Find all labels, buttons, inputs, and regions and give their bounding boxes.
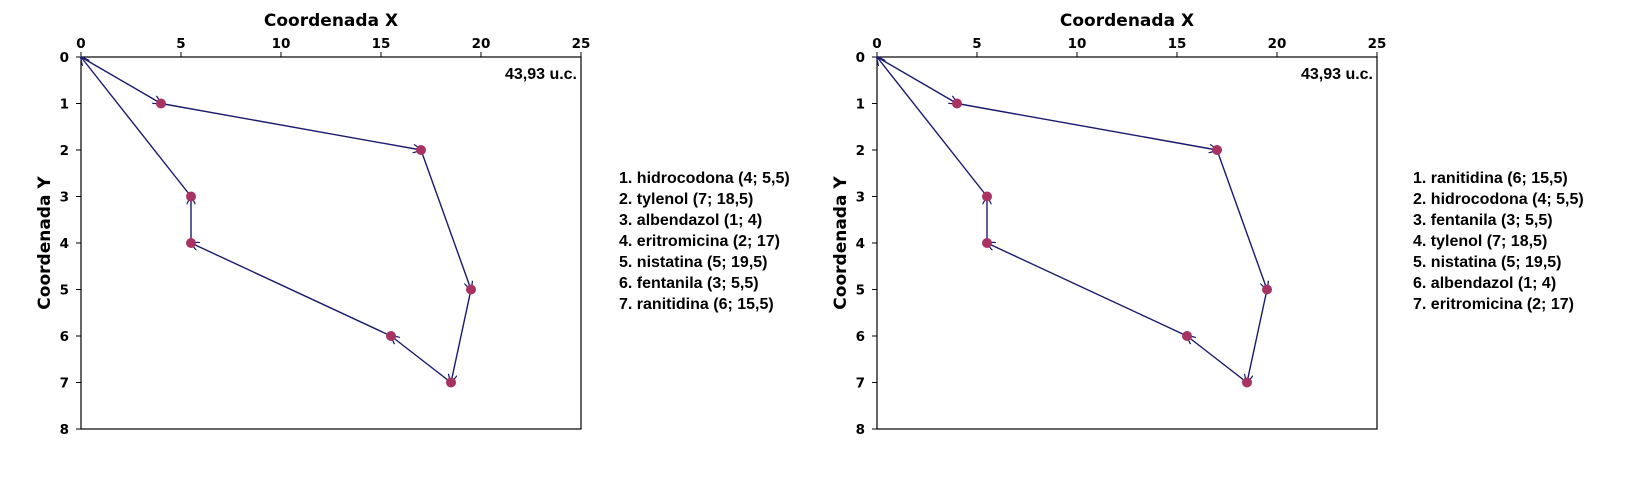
route-arrows xyxy=(877,57,1267,383)
route-segment xyxy=(451,289,472,383)
plot-frame xyxy=(876,56,1378,430)
y-ticks: 0 1 2 3 4 5 6 7 8 xyxy=(856,50,877,438)
x-ticks: 0 5 10 15 20 25 xyxy=(76,36,590,57)
x-axis-title: Coordenada X xyxy=(264,11,398,31)
route-segment xyxy=(876,56,957,104)
x-tick-label: 10 xyxy=(1068,36,1087,52)
route-point xyxy=(386,331,396,341)
legend-entry: 6. fentanila (3; 5,5) xyxy=(619,275,759,292)
route-segment xyxy=(1247,289,1268,383)
route-arrows xyxy=(81,57,471,383)
route-points xyxy=(952,98,1272,388)
x-tick-label: 25 xyxy=(1368,36,1387,52)
x-tick-label: 10 xyxy=(272,36,291,52)
route-segment xyxy=(391,336,452,384)
x-tick-label: 20 xyxy=(472,36,491,52)
route-segment xyxy=(160,102,421,151)
y-axis-title: Coordenada Y xyxy=(831,176,851,310)
y-tick-label: 8 xyxy=(856,422,865,438)
x-axis-title: Coordenada X xyxy=(1060,11,1194,31)
x-tick-label: 5 xyxy=(176,36,185,52)
route-segment xyxy=(1216,149,1267,290)
y-tick-label: 3 xyxy=(60,190,69,206)
route-point xyxy=(186,191,196,202)
legend-entry: 1. ranitidina (6; 15,5) xyxy=(1413,170,1568,187)
route-segment xyxy=(191,243,392,337)
route-segment xyxy=(81,57,192,197)
route-point xyxy=(466,284,476,295)
y-tick-label: 6 xyxy=(60,329,69,345)
route-point xyxy=(1262,284,1272,295)
legend-entry: 4. eritromicina (2; 17) xyxy=(619,233,780,250)
route-point xyxy=(982,238,992,248)
route-point xyxy=(952,98,962,109)
route-chart-2: Coordenada X Coordenada Y 43,93 u.c. 0 5 1… xyxy=(831,11,1386,438)
total-distance-label: 43,93 u.c. xyxy=(1301,66,1373,83)
y-tick-label: 0 xyxy=(60,50,69,66)
route-point xyxy=(1182,331,1192,341)
y-tick-label: 7 xyxy=(60,376,69,392)
legend-entry: 5. nistatina (5; 19,5) xyxy=(1413,254,1562,271)
x-tick-label: 5 xyxy=(972,36,981,52)
route-points xyxy=(156,98,476,388)
legend-chart-1: 1. hidrocodona (4; 5,5) 2. tylenol (7; 1… xyxy=(619,168,790,315)
y-tick-label: 4 xyxy=(856,236,865,252)
y-tick-label: 1 xyxy=(60,97,69,113)
x-tick-label: 20 xyxy=(1268,36,1287,52)
plot-frame xyxy=(80,56,582,430)
route-point xyxy=(982,191,992,202)
route-segment xyxy=(420,149,471,290)
y-tick-label: 8 xyxy=(60,422,69,438)
route-point xyxy=(446,377,456,388)
y-tick-label: 0 xyxy=(856,50,865,66)
route-segment xyxy=(956,102,1217,151)
legend-entry: 4. tylenol (7; 18,5) xyxy=(1413,233,1548,250)
x-tick-label: 15 xyxy=(1168,36,1187,52)
y-tick-label: 7 xyxy=(856,376,865,392)
route-segment xyxy=(1187,336,1248,384)
y-tick-label: 6 xyxy=(856,329,865,345)
legend-entry: 6. albendazol (1; 4) xyxy=(1413,275,1557,292)
y-tick-label: 3 xyxy=(856,190,865,206)
route-point xyxy=(416,145,426,155)
x-tick-label: 25 xyxy=(572,36,591,52)
x-tick-label: 0 xyxy=(872,36,881,52)
y-tick-label: 2 xyxy=(856,143,865,159)
y-tick-label: 2 xyxy=(60,143,69,159)
legend-entry: 7. eritromicina (2; 17) xyxy=(1413,296,1574,313)
route-segment xyxy=(987,243,1188,337)
route-point xyxy=(1212,145,1222,155)
y-axis-title: Coordenada Y xyxy=(35,176,55,310)
y-tick-label: 4 xyxy=(60,236,69,252)
y-ticks: 0 1 2 3 4 5 6 7 8 xyxy=(60,50,81,438)
route-segment xyxy=(877,57,988,197)
legend-entry: 2. tylenol (7; 18,5) xyxy=(619,191,754,208)
total-distance-label: 43,93 u.c. xyxy=(505,66,577,83)
y-tick-label: 5 xyxy=(856,283,865,299)
route-point xyxy=(186,238,196,248)
route-chart-1: Coordenada X Coordenada Y 43,93 u.c. 0 5 1… xyxy=(35,11,590,438)
legend-entry: 2. hidrocodona (4; 5,5) xyxy=(1413,191,1584,208)
legend-entry: 3. fentanila (3; 5,5) xyxy=(1413,212,1553,229)
legend-entry: 1. hidrocodona (4; 5,5) xyxy=(619,170,790,187)
legend-entry: 5. nistatina (5; 19,5) xyxy=(619,254,768,271)
x-ticks: 0 5 10 15 20 25 xyxy=(872,36,1386,57)
route-segment xyxy=(80,56,161,104)
legend-entry: 3. albendazol (1; 4) xyxy=(619,212,763,229)
legend-entry: 7. ranitidina (6; 15,5) xyxy=(619,296,774,313)
route-point xyxy=(156,98,166,109)
x-tick-label: 15 xyxy=(372,36,391,52)
y-tick-label: 5 xyxy=(60,283,69,299)
legend-chart-2: 1. ranitidina (6; 15,5) 2. hidrocodona (… xyxy=(1413,168,1584,315)
route-point xyxy=(1242,377,1252,388)
y-tick-label: 1 xyxy=(856,97,865,113)
x-tick-label: 0 xyxy=(76,36,85,52)
